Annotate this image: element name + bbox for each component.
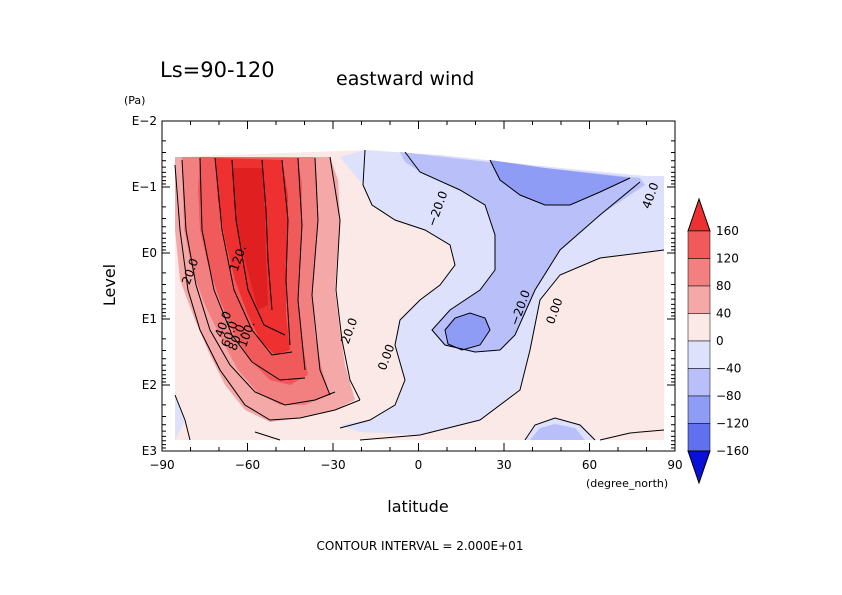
- region-above-120: [232, 168, 268, 310]
- colorbar-label: 0: [716, 334, 724, 348]
- contour-line: [174, 164, 361, 421]
- chart-title-right: eastward wind: [336, 68, 474, 90]
- colorbar-label: −160: [716, 444, 749, 458]
- x-tick-label: −60: [235, 458, 260, 472]
- colorbar-min-arrow: [687, 450, 711, 485]
- colorbar-label: 80: [716, 279, 731, 293]
- x-tick-label: −90: [149, 458, 174, 472]
- x-tick-label: 60: [582, 458, 597, 472]
- colorbar-swatch: [687, 340, 711, 369]
- contour-line: [214, 157, 293, 356]
- colorbar-swatch: [687, 423, 711, 452]
- colorbar-label: −40: [716, 362, 741, 376]
- contour-line: [297, 157, 306, 371]
- contour-lines: [174, 149, 665, 441]
- y-axis: E−2 E−1 E0 E1 E2 E3: [132, 114, 675, 458]
- contour-line: [404, 151, 641, 353]
- contour-line: [599, 429, 665, 441]
- contour-line: [261, 159, 273, 311]
- colorbar-swatch: [687, 313, 711, 342]
- colorbar-label: 160: [716, 224, 739, 238]
- contour-line: [444, 312, 491, 351]
- contour-line: [181, 159, 336, 406]
- y-tick-label: E0: [142, 246, 157, 260]
- colorbar-label: −120: [716, 417, 749, 431]
- x-axis: −90 −60 −30 0 30 60 90: [149, 121, 683, 472]
- colorbar-swatch: [687, 395, 711, 424]
- contour-line: [329, 156, 361, 401]
- x-tick-label: −30: [320, 458, 345, 472]
- y-units-label: (Pa): [124, 94, 145, 107]
- colorbar-label: 120: [716, 252, 739, 266]
- colorbar: 160 120 80 40 0 −40 −80 −120 −160: [687, 197, 749, 485]
- chart-title-left: Ls=90-120: [160, 58, 275, 82]
- colorbar-swatch: [687, 368, 711, 397]
- contour-line: [254, 431, 281, 441]
- contour-field: [175, 150, 664, 440]
- y-tick-label: E3: [142, 444, 157, 458]
- contour-line: [311, 157, 331, 396]
- region-minus40-to-minus20: [400, 152, 645, 352]
- x-tick-label: 30: [496, 458, 511, 472]
- contour-line: [281, 159, 291, 346]
- colorbar-swatch: [687, 285, 711, 314]
- region-minus60-to-minus40: [445, 313, 490, 350]
- contour-line: [524, 417, 596, 441]
- y-tick-label: E1: [142, 312, 157, 326]
- contour-line: [339, 149, 456, 429]
- y-tick-label: E−2: [132, 114, 157, 128]
- colorbar-label: −80: [716, 389, 741, 403]
- contour-line: [199, 157, 306, 381]
- contour-line: [359, 249, 665, 441]
- x-tick-label: 90: [667, 458, 682, 472]
- x-tick-label: 0: [415, 458, 423, 472]
- colorbar-max-arrow: [687, 197, 711, 232]
- y-tick-label: E2: [142, 378, 157, 392]
- colorbar-label: 40: [716, 307, 731, 321]
- y-tick-label: E−1: [132, 180, 157, 194]
- region-minus40-to-minus20-north: [530, 424, 585, 440]
- x-units-label: (degree_north): [586, 477, 668, 490]
- colorbar-swatch: [687, 258, 711, 287]
- colorbar-swatch: [687, 230, 711, 259]
- y-axis-label: Level: [100, 264, 119, 306]
- contour-interval-note: CONTOUR INTERVAL = 2.000E+01: [317, 539, 524, 553]
- contour-line: [174, 394, 191, 441]
- region-minus20-to-0-south: [175, 395, 185, 440]
- contour-line: [231, 159, 286, 336]
- contour-line: [489, 159, 631, 206]
- x-axis-label: latitude: [387, 497, 448, 516]
